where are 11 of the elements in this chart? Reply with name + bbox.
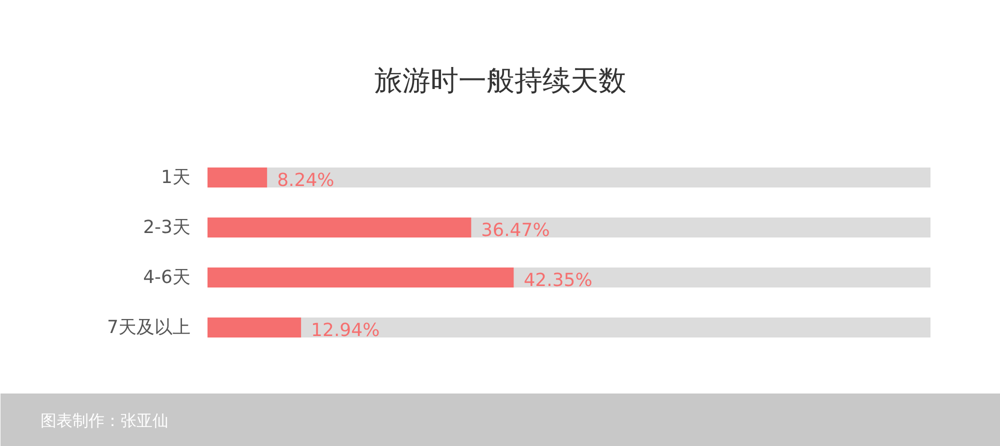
data-label: 8.24% — [277, 170, 334, 191]
y-tick-label: 2-3天 — [143, 217, 191, 238]
y-tick-label: 7天及以上 — [107, 317, 190, 338]
data-label: 42.35% — [524, 270, 592, 291]
bar — [208, 318, 302, 338]
chart-title: 旅游时一般持续天数 — [374, 64, 626, 97]
bar — [208, 168, 268, 188]
y-tick-label: 4-6天 — [143, 267, 191, 288]
data-label: 36.47% — [481, 220, 550, 241]
data-label: 12.94% — [311, 320, 380, 341]
y-tick-label: 1天 — [161, 167, 190, 188]
